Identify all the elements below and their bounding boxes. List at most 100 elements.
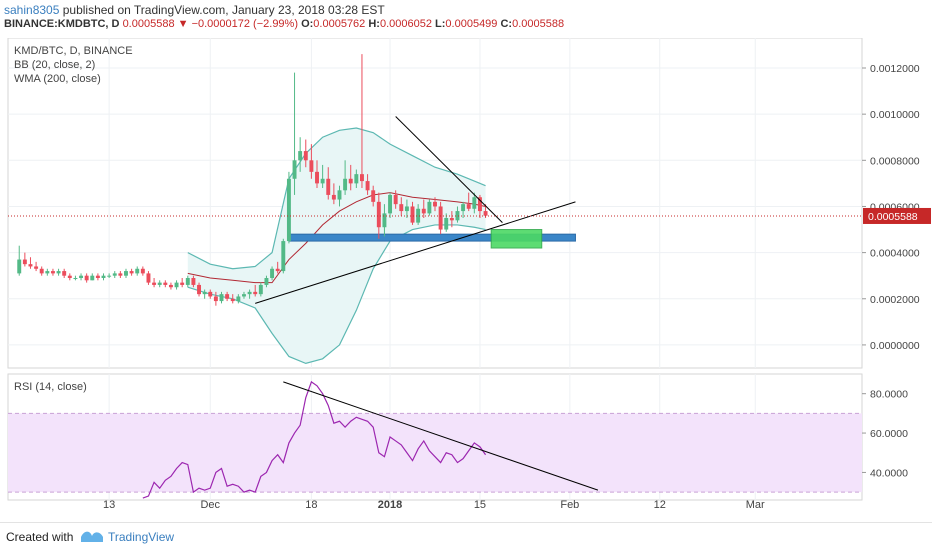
candle-body bbox=[348, 178, 353, 184]
high-value: 0.0006052 bbox=[379, 18, 432, 30]
author-link[interactable]: sahin8305 bbox=[4, 3, 60, 17]
candle-body bbox=[438, 206, 443, 230]
created-with-text: Created with bbox=[6, 530, 74, 544]
close-label: C: bbox=[500, 18, 513, 30]
candle-body bbox=[140, 268, 145, 274]
candle-body bbox=[399, 204, 404, 212]
candle-body bbox=[22, 259, 27, 265]
x-tick-label: 2018 bbox=[378, 499, 402, 511]
candle-body bbox=[107, 275, 112, 277]
y-tick-label: 0.0010000 bbox=[870, 109, 920, 121]
candle-body bbox=[157, 282, 162, 285]
candle-body bbox=[326, 178, 331, 195]
candle-body bbox=[270, 268, 275, 278]
candle-body bbox=[197, 284, 201, 295]
bollinger-band-fill bbox=[187, 128, 486, 364]
footer: Created with TradingView bbox=[0, 522, 932, 550]
candle-body bbox=[359, 174, 364, 182]
close-value: 0.0005588 bbox=[512, 18, 565, 30]
candle-body bbox=[90, 275, 95, 281]
candle-body bbox=[174, 282, 179, 288]
candle-body bbox=[67, 275, 72, 278]
target-box bbox=[490, 229, 543, 249]
candle-body bbox=[242, 294, 246, 297]
candle-body bbox=[444, 218, 449, 230]
candle-body bbox=[45, 271, 50, 274]
candle-body bbox=[354, 174, 359, 184]
publish-info: sahin8305 published on TradingView.com, … bbox=[4, 3, 385, 17]
legend-bb[interactable]: BB (20, close, 2) bbox=[14, 59, 96, 71]
candle-body bbox=[433, 201, 437, 207]
candle-body bbox=[17, 259, 22, 274]
candle-body bbox=[95, 275, 100, 278]
candle-body bbox=[410, 206, 415, 223]
candle-body bbox=[404, 206, 409, 212]
price-change: −0.0000172 (−2.99%) bbox=[191, 18, 298, 30]
chart-area[interactable]: 13 Dec 18 2018 15 Feb 12 Mar 0.0012000 0.0010000 0… bbox=[0, 38, 932, 528]
candle-body bbox=[466, 204, 471, 209]
candle-body bbox=[230, 298, 235, 302]
candle-body bbox=[286, 178, 291, 242]
candle-body bbox=[202, 291, 207, 295]
candle-body bbox=[118, 273, 123, 276]
current-price-tag bbox=[863, 207, 931, 224]
candle-body bbox=[264, 278, 269, 285]
candle-body bbox=[320, 178, 325, 184]
candle-body bbox=[275, 268, 280, 272]
candle-body bbox=[258, 284, 263, 295]
candle-body bbox=[73, 278, 78, 279]
y-tick-label: 0.0002000 bbox=[870, 294, 920, 306]
candle-body bbox=[461, 204, 466, 212]
candle-body bbox=[84, 275, 89, 281]
legend-rsi[interactable]: RSI (14, close) bbox=[14, 381, 87, 393]
candle-body bbox=[365, 181, 370, 191]
candle-body bbox=[309, 160, 314, 172]
rsi-y-tick-label: 80.0000 bbox=[870, 389, 908, 401]
candle-body bbox=[180, 282, 185, 285]
candle-body bbox=[28, 264, 33, 267]
candle-body bbox=[449, 218, 454, 221]
candle-body bbox=[376, 201, 381, 228]
x-tick-label: Dec bbox=[200, 499, 220, 511]
candle-body bbox=[219, 294, 224, 302]
trendline bbox=[395, 116, 503, 223]
rsi-y-tick-label: 60.0000 bbox=[870, 428, 908, 440]
candle-body bbox=[185, 278, 190, 285]
main-legend: KMD/BTC, D, BINANCE BB (20, close, 2) WM… bbox=[14, 44, 133, 86]
candle-body bbox=[112, 273, 117, 276]
x-tick-label: 12 bbox=[654, 499, 666, 511]
symbol-label: BINANCE:KMDBTC, D bbox=[4, 18, 120, 30]
y-tick-label: 0.0000000 bbox=[870, 340, 920, 352]
candle-body bbox=[371, 190, 376, 202]
rsi-legend: RSI (14, close) bbox=[14, 380, 87, 394]
candle-body bbox=[152, 282, 157, 285]
candle-body bbox=[213, 296, 218, 302]
x-tick-label: 18 bbox=[305, 499, 317, 511]
rsi-band-fill bbox=[8, 413, 862, 493]
candle-body bbox=[135, 268, 140, 274]
x-tick-label: Mar bbox=[746, 499, 765, 511]
legend-wma[interactable]: WMA (200, close) bbox=[14, 73, 101, 85]
chart-header: sahin8305 published on TradingView.com, … bbox=[0, 0, 932, 32]
candle-body bbox=[331, 194, 336, 200]
candle-body bbox=[101, 275, 106, 278]
candle-body bbox=[191, 278, 196, 285]
candle-body bbox=[62, 271, 67, 276]
legend-symbol: KMD/BTC, D, BINANCE bbox=[14, 45, 133, 57]
candle-body bbox=[477, 197, 482, 212]
candle-body bbox=[168, 284, 173, 288]
rsi-line bbox=[142, 380, 487, 499]
tradingview-brand[interactable]: TradingView bbox=[108, 530, 175, 544]
current-price-label: 0.0005588 bbox=[868, 211, 918, 223]
candle-body bbox=[50, 271, 55, 274]
candle-body bbox=[236, 296, 241, 302]
bollinger-upper-line bbox=[187, 127, 486, 270]
open-value: 0.0005762 bbox=[313, 18, 366, 30]
symbol-info: BINANCE:KMDBTC, D 0.0005588 ▼ −0.0000172… bbox=[4, 18, 564, 30]
candle-body bbox=[337, 190, 342, 200]
candle-body bbox=[303, 151, 308, 161]
y-tick-label: 0.0004000 bbox=[870, 248, 920, 260]
tradingview-logo-icon[interactable] bbox=[80, 528, 104, 544]
chart-canvas[interactable]: 13 Dec 18 2018 15 Feb 12 Mar 0.0012000 0.0010000 0… bbox=[0, 38, 932, 522]
low-label: L: bbox=[435, 18, 446, 30]
